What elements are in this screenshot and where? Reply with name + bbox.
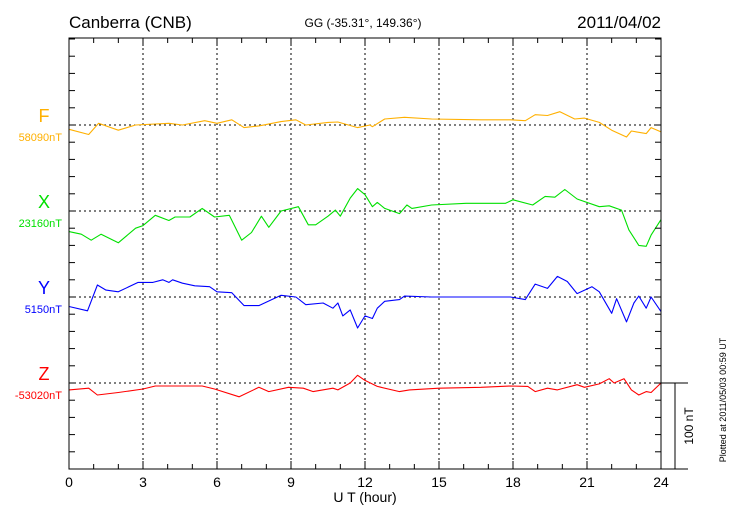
series-line-y <box>68 275 662 329</box>
station-title: Canberra (CNB) <box>69 13 192 32</box>
x-tick-labels: 0 3 6 9 12 15 18 21 24 <box>65 474 669 490</box>
series-name-f: F <box>39 106 50 126</box>
series-baseline-x: 23160nT <box>19 218 63 230</box>
x-tick-label: 12 <box>357 474 373 490</box>
x-tick-label: 18 <box>505 474 521 490</box>
series-traces <box>68 111 662 398</box>
series-baseline-y: 5150nT <box>25 304 63 316</box>
date-label: 2011/04/02 <box>577 13 661 32</box>
grid-lines <box>69 38 661 469</box>
series-line-z <box>68 374 662 398</box>
x-tick-label: 9 <box>287 474 295 490</box>
x-tick-label: 15 <box>431 474 447 490</box>
series-baseline-f: 58090nT <box>19 132 63 144</box>
series-name-z: Z <box>39 364 50 384</box>
plotted-timestamp: Plotted at 2011/05/03 00:59 UT <box>718 337 728 462</box>
axes <box>68 37 662 470</box>
series-line-f <box>68 111 662 138</box>
series-name-x: X <box>38 192 50 212</box>
coordinates-label: GG (-35.31°, 149.36°) <box>305 16 422 30</box>
scale-bar: 100 nT <box>661 382 696 470</box>
series-baseline-z: -53020nT <box>15 390 62 402</box>
x-tick-label: 6 <box>213 474 221 490</box>
x-tick-label: 21 <box>579 474 595 490</box>
scale-bar-label: 100 nT <box>682 407 696 445</box>
x-tick-label: 24 <box>653 474 669 490</box>
x-tick-label: 3 <box>139 474 147 490</box>
x-tick-label: 0 <box>65 474 73 490</box>
series-line-x <box>68 188 662 247</box>
series-name-y: Y <box>38 278 50 298</box>
x-axis-label: U T (hour) <box>333 489 396 505</box>
series-labels: F 58090nT X 23160nT Y 5150nT Z -53020nT <box>15 106 62 402</box>
